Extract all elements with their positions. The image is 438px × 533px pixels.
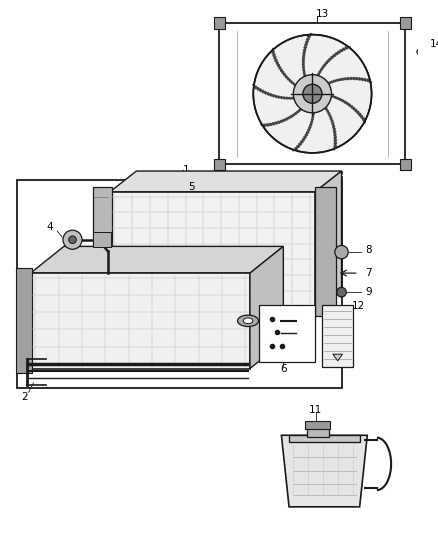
Polygon shape xyxy=(31,246,283,273)
Bar xyxy=(315,187,336,316)
Text: 9: 9 xyxy=(365,287,371,297)
Bar xyxy=(214,18,225,29)
Circle shape xyxy=(253,35,371,153)
Bar xyxy=(17,180,342,387)
Text: 10: 10 xyxy=(223,327,236,337)
Polygon shape xyxy=(289,435,360,442)
Bar xyxy=(259,304,315,362)
Circle shape xyxy=(417,49,423,55)
Text: 1: 1 xyxy=(183,165,189,175)
Circle shape xyxy=(293,75,332,113)
Text: 2: 2 xyxy=(21,392,28,402)
Bar xyxy=(322,304,353,367)
Text: 13: 13 xyxy=(315,9,328,19)
Polygon shape xyxy=(333,354,343,361)
Bar xyxy=(92,187,112,316)
Bar xyxy=(93,232,111,247)
Circle shape xyxy=(335,245,348,259)
Bar xyxy=(307,426,328,437)
Ellipse shape xyxy=(237,315,258,327)
Text: 7: 7 xyxy=(365,268,371,278)
Polygon shape xyxy=(110,192,315,311)
Text: 8: 8 xyxy=(365,245,371,255)
Circle shape xyxy=(337,287,346,297)
Circle shape xyxy=(303,84,322,103)
Polygon shape xyxy=(16,268,32,373)
Text: 5: 5 xyxy=(188,182,195,192)
Ellipse shape xyxy=(243,318,253,324)
Polygon shape xyxy=(282,435,367,507)
Polygon shape xyxy=(250,246,283,368)
Bar xyxy=(219,23,406,164)
Text: 12: 12 xyxy=(352,302,365,311)
Bar xyxy=(400,159,411,170)
Text: 6: 6 xyxy=(280,364,286,374)
Circle shape xyxy=(63,230,82,249)
Bar xyxy=(305,421,330,429)
Text: 3: 3 xyxy=(121,259,127,269)
Bar xyxy=(400,18,411,29)
Text: 4: 4 xyxy=(46,222,53,232)
Polygon shape xyxy=(315,171,342,311)
Text: 14: 14 xyxy=(429,39,438,49)
Bar xyxy=(214,159,225,170)
Polygon shape xyxy=(31,273,250,368)
Text: 11: 11 xyxy=(309,405,322,415)
Polygon shape xyxy=(110,171,342,192)
Circle shape xyxy=(69,236,76,244)
